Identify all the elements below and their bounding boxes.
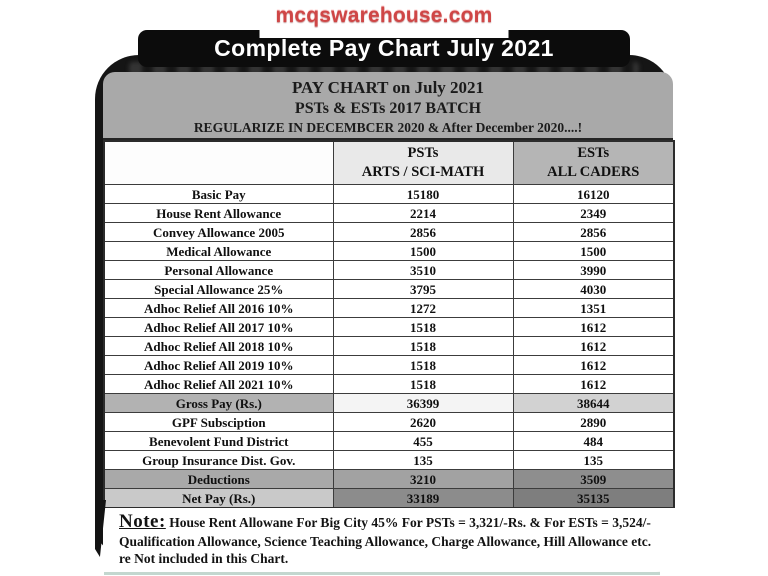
row-label: Convey Allowance 2005 [103, 222, 334, 242]
row-pst-value: 1518 [332, 355, 514, 375]
row-est-value: 1500 [512, 241, 675, 261]
row-pst-value: 455 [332, 431, 514, 451]
note-label: Note: [119, 511, 166, 532]
row-label: House Rent Allowance [103, 203, 334, 223]
row-est-value: 1351 [512, 298, 675, 318]
pay-table: PSTs ARTS / SCI-MATH ESTs ALL CADERS Bas… [103, 140, 675, 509]
row-est-value: 1612 [512, 317, 675, 337]
row-est-value: 2890 [512, 412, 675, 432]
row-label: Basic Pay [103, 184, 334, 204]
header-pst-line1: PSTs [407, 145, 439, 161]
row-pst-value: 2620 [332, 412, 514, 432]
site-title: mcqswarehouse.com [259, 2, 509, 38]
row-est-value: 135 [512, 450, 675, 470]
header-est-column: ESTs ALL CADERS [512, 140, 675, 185]
row-est-value: 16120 [512, 184, 675, 204]
row-est-value: 2856 [512, 222, 675, 242]
table-row: House Rent Allowance 2214 2349 [103, 203, 675, 223]
row-est-value: 3509 [512, 469, 675, 489]
table-row: GPF Subsciption 2620 2890 [103, 412, 675, 432]
frame-tail [95, 500, 106, 557]
row-label: Adhoc Relief All 2019 10% [103, 355, 334, 375]
row-label: Medical Allowance [103, 241, 334, 261]
row-label: GPF Subsciption [103, 412, 334, 432]
table-row: Adhoc Relief All 2021 10% 1518 1612 [103, 374, 675, 394]
row-pst-value: 15180 [332, 184, 514, 204]
note-text-1: House Rent Allowane For Big City 45% For… [169, 515, 651, 530]
table-row: Group Insurance Dist. Gov. 135 135 [103, 450, 675, 470]
row-est-value: 4030 [512, 279, 675, 299]
row-est-value: 38644 [512, 393, 675, 413]
table-row: Adhoc Relief All 2019 10% 1518 1612 [103, 355, 675, 375]
row-pst-value: 1518 [332, 317, 514, 337]
row-pst-value: 1518 [332, 374, 514, 394]
table-row: Adhoc Relief All 2016 10% 1272 1351 [103, 298, 675, 318]
bottom-strip [104, 570, 660, 575]
table-row: Deductions 3210 3509 [103, 469, 675, 489]
table-row: Basic Pay 15180 16120 [103, 184, 675, 204]
row-label: Adhoc Relief All 2021 10% [103, 374, 334, 394]
table-row: Adhoc Relief All 2018 10% 1518 1612 [103, 336, 675, 356]
row-est-value: 3990 [512, 260, 675, 280]
row-label: Gross Pay (Rs.) [103, 393, 334, 413]
table-row: Convey Allowance 2005 2856 2856 [103, 222, 675, 242]
row-pst-value: 33189 [332, 488, 514, 509]
row-est-value: 1612 [512, 336, 675, 356]
row-label: Group Insurance Dist. Gov. [103, 450, 334, 470]
row-est-value: 2349 [512, 203, 675, 223]
table-row: Special Allowance 25% 3795 4030 [103, 279, 675, 299]
row-pst-value: 1500 [332, 241, 514, 261]
header-empty-cell [103, 140, 334, 185]
table-header-row: PSTs ARTS / SCI-MATH ESTs ALL CADERS [103, 140, 675, 185]
row-label: Adhoc Relief All 2017 10% [103, 317, 334, 337]
row-pst-value: 3795 [332, 279, 514, 299]
row-label: Benevolent Fund District [103, 431, 334, 451]
table-row: Net Pay (Rs.) 33189 35135 [103, 488, 675, 509]
chart-header: PAY CHART on July 2021 PSTs & ESTs 2017 … [103, 72, 673, 140]
table-row: Personal Allowance 3510 3990 [103, 260, 675, 280]
row-label: Special Allowance 25% [103, 279, 334, 299]
row-pst-value: 3510 [332, 260, 514, 280]
row-label: Adhoc Relief All 2018 10% [103, 336, 334, 356]
row-est-value: 1612 [512, 355, 675, 375]
table-row: Medical Allowance 1500 1500 [103, 241, 675, 261]
row-pst-value: 135 [332, 450, 514, 470]
row-est-value: 35135 [512, 488, 675, 509]
chart-regularize-note: REGULARIZE IN DECEMBCER 2020 & After Dec… [193, 120, 583, 135]
header-est-line2: ALL CADERS [547, 164, 640, 180]
row-est-value: 484 [512, 431, 675, 451]
table-row: Adhoc Relief All 2017 10% 1518 1612 [103, 317, 675, 337]
row-est-value: 1612 [512, 374, 675, 394]
table-row: Gross Pay (Rs.) 36399 38644 [103, 393, 675, 413]
banner-title: Complete Pay Chart July 2021 [214, 35, 554, 61]
note-text-2: Qualification Allowance, Science Teachin… [119, 534, 652, 549]
row-label: Net Pay (Rs.) [103, 488, 334, 509]
note-text-3: re Not included in this Chart. [119, 551, 289, 566]
row-pst-value: 3210 [332, 469, 514, 489]
row-label: Deductions [103, 469, 334, 489]
row-pst-value: 1518 [332, 336, 514, 356]
table-row: Benevolent Fund District 455 484 [103, 431, 675, 451]
row-pst-value: 1272 [332, 298, 514, 318]
note-row-1: Note: House Rent Allowane For Big City 4… [119, 512, 682, 533]
chart-subtitle: PSTs & ESTs 2017 BATCH [294, 100, 482, 117]
header-pst-column: PSTs ARTS / SCI-MATH [332, 140, 514, 185]
row-label: Adhoc Relief All 2016 10% [103, 298, 334, 318]
row-pst-value: 2214 [332, 203, 514, 223]
pay-table-body: Basic Pay 15180 16120 House Rent Allowance 2… [103, 184, 675, 509]
header-pst-line2: ARTS / SCI-MATH [361, 164, 485, 180]
row-pst-value: 2856 [332, 222, 514, 242]
note-section: Note: House Rent Allowane For Big City 4… [103, 508, 690, 572]
row-label: Personal Allowance [103, 260, 334, 280]
header-est-line1: ESTs [577, 145, 610, 161]
chart-title: PAY CHART on July 2021 [291, 78, 485, 97]
row-pst-value: 36399 [332, 393, 514, 413]
